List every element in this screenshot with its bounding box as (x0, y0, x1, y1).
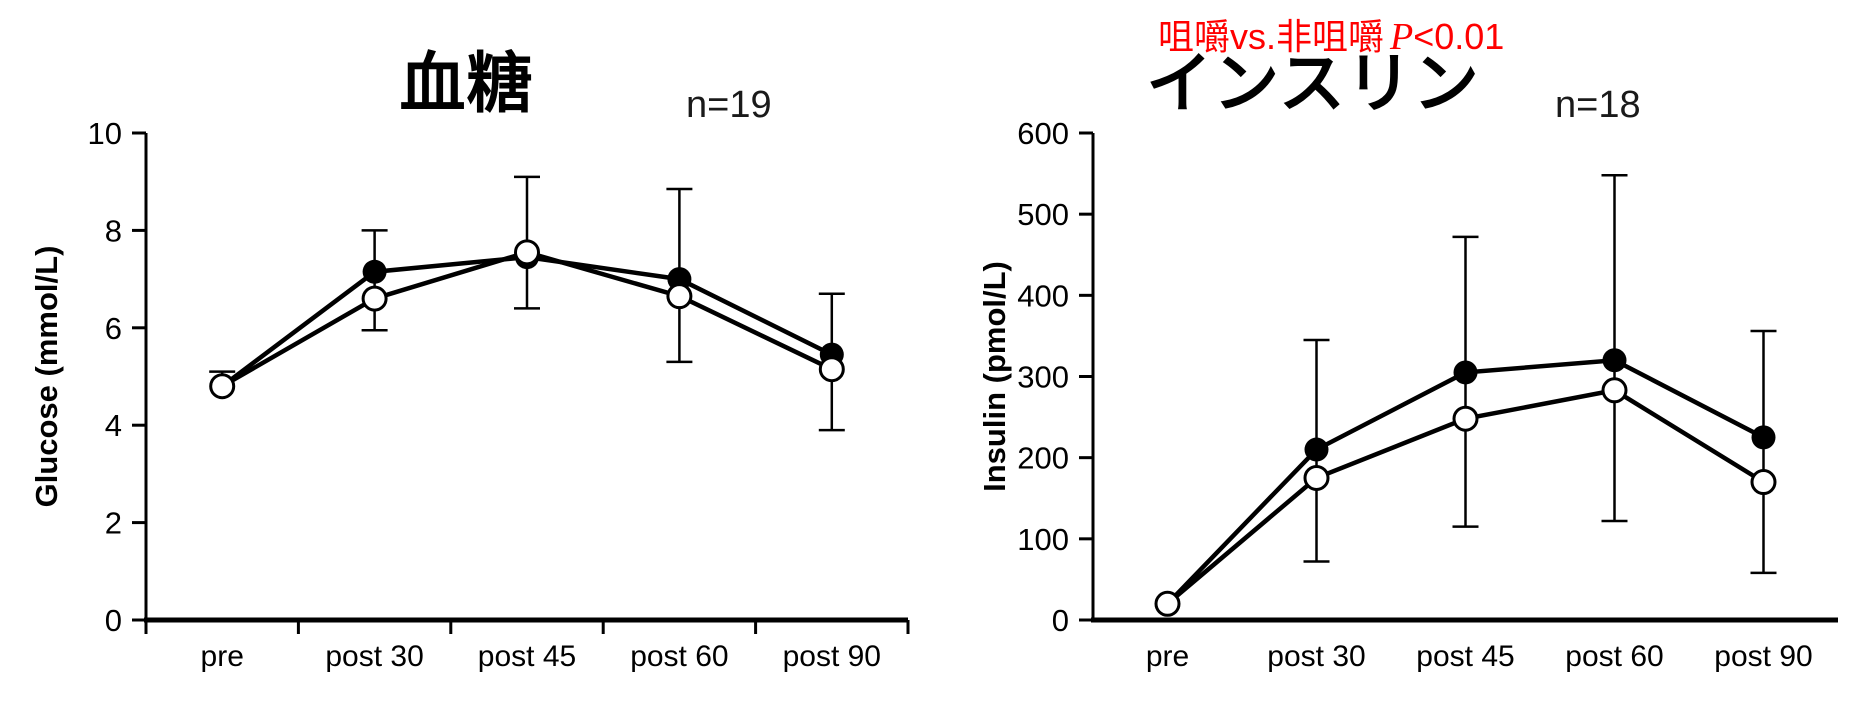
open-circle-marker (209, 373, 236, 400)
x-category-label: post 60 (630, 640, 728, 673)
p-symbol: P (1390, 16, 1414, 58)
x-category-label: pre (201, 640, 244, 673)
x-category-label: post 60 (1565, 640, 1663, 673)
y-tick-label: 0 (105, 603, 122, 638)
open-circle-marker (1750, 469, 1777, 496)
glucose-chart-title: 血糖 (399, 46, 534, 120)
open-circle-marker (818, 356, 845, 383)
insulin-chart-panel: 0 100 200 300 400 500 600 pre post 30 post 45 post… (933, 0, 1866, 715)
open-circle-marker (1601, 377, 1628, 404)
x-category-label: post 30 (325, 640, 423, 673)
filled-circle-marker (1602, 348, 1627, 373)
y-tick-label: 2 (105, 506, 122, 541)
y-tick-label: 8 (105, 213, 122, 248)
insulin-sample-size: n=18 (1555, 84, 1641, 126)
open-circle-marker (666, 283, 693, 310)
open-circle-marker (361, 285, 388, 312)
filled-circle-marker (1453, 360, 1478, 385)
filled-circle-marker (362, 259, 387, 284)
glucose-sample-size: n=19 (686, 84, 772, 126)
open-circle-marker (1452, 405, 1479, 432)
y-tick-label: 0 (1052, 603, 1069, 638)
x-category-label: post 90 (783, 640, 881, 673)
filled-circle-marker (1304, 437, 1329, 462)
y-tick-label: 6 (105, 311, 122, 346)
comparison-label: 咀嚼vs.非咀嚼 (1158, 16, 1385, 57)
x-category-label: post 45 (478, 640, 576, 673)
p-comparison: <0.01 (1413, 16, 1505, 57)
x-category-label: pre (1146, 640, 1189, 673)
x-category-label: post 90 (1714, 640, 1812, 673)
open-circle-marker (1303, 464, 1330, 491)
y-tick-label: 200 (1017, 441, 1069, 476)
open-circle-marker (1154, 590, 1181, 617)
y-axis-title: Glucose (mmol/L) (29, 246, 64, 508)
insulin-chart-title: インスリン (1146, 46, 1480, 120)
y-axis-title: Insulin (pmol/L) (977, 261, 1012, 492)
x-category-label: post 45 (1416, 640, 1514, 673)
y-tick-label: 500 (1017, 197, 1069, 232)
significance-annotation: 咀嚼vs.非咀嚼 P<0.01 (1158, 18, 1504, 56)
y-tick-label: 100 (1017, 522, 1069, 557)
insulin-chart: 0 100 200 300 400 500 600 pre post 30 post 45 post… (977, 116, 1838, 673)
y-tick-label: 400 (1017, 278, 1069, 313)
y-tick-label: 4 (105, 408, 122, 443)
glucose-chart-panel: 0 2 4 6 8 10 pre post 30 post 45 post 60 post 90 Gl… (29, 46, 910, 673)
glucose-chart: 0 2 4 6 8 10 pre post 30 post 45 post 60 post 90 Gl… (29, 116, 910, 673)
y-tick-label: 600 (1017, 116, 1069, 151)
y-tick-label: 300 (1017, 360, 1069, 395)
open-circle-marker (514, 239, 540, 266)
x-category-label: post 30 (1267, 640, 1365, 673)
filled-circle-marker (1751, 425, 1776, 450)
y-tick-label: 10 (88, 116, 122, 151)
